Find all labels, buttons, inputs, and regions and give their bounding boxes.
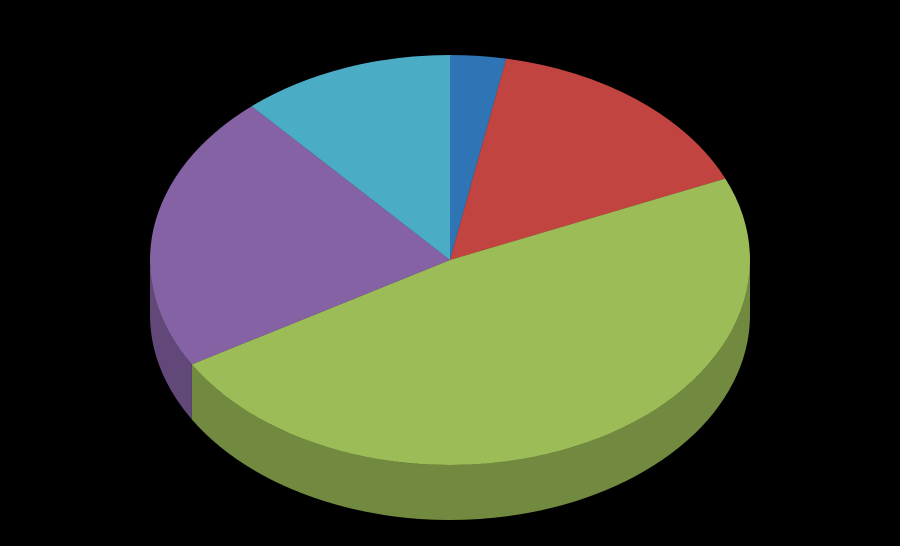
- pie-chart-svg: [0, 0, 900, 546]
- pie-top: [150, 55, 750, 465]
- pie-chart: [0, 0, 900, 546]
